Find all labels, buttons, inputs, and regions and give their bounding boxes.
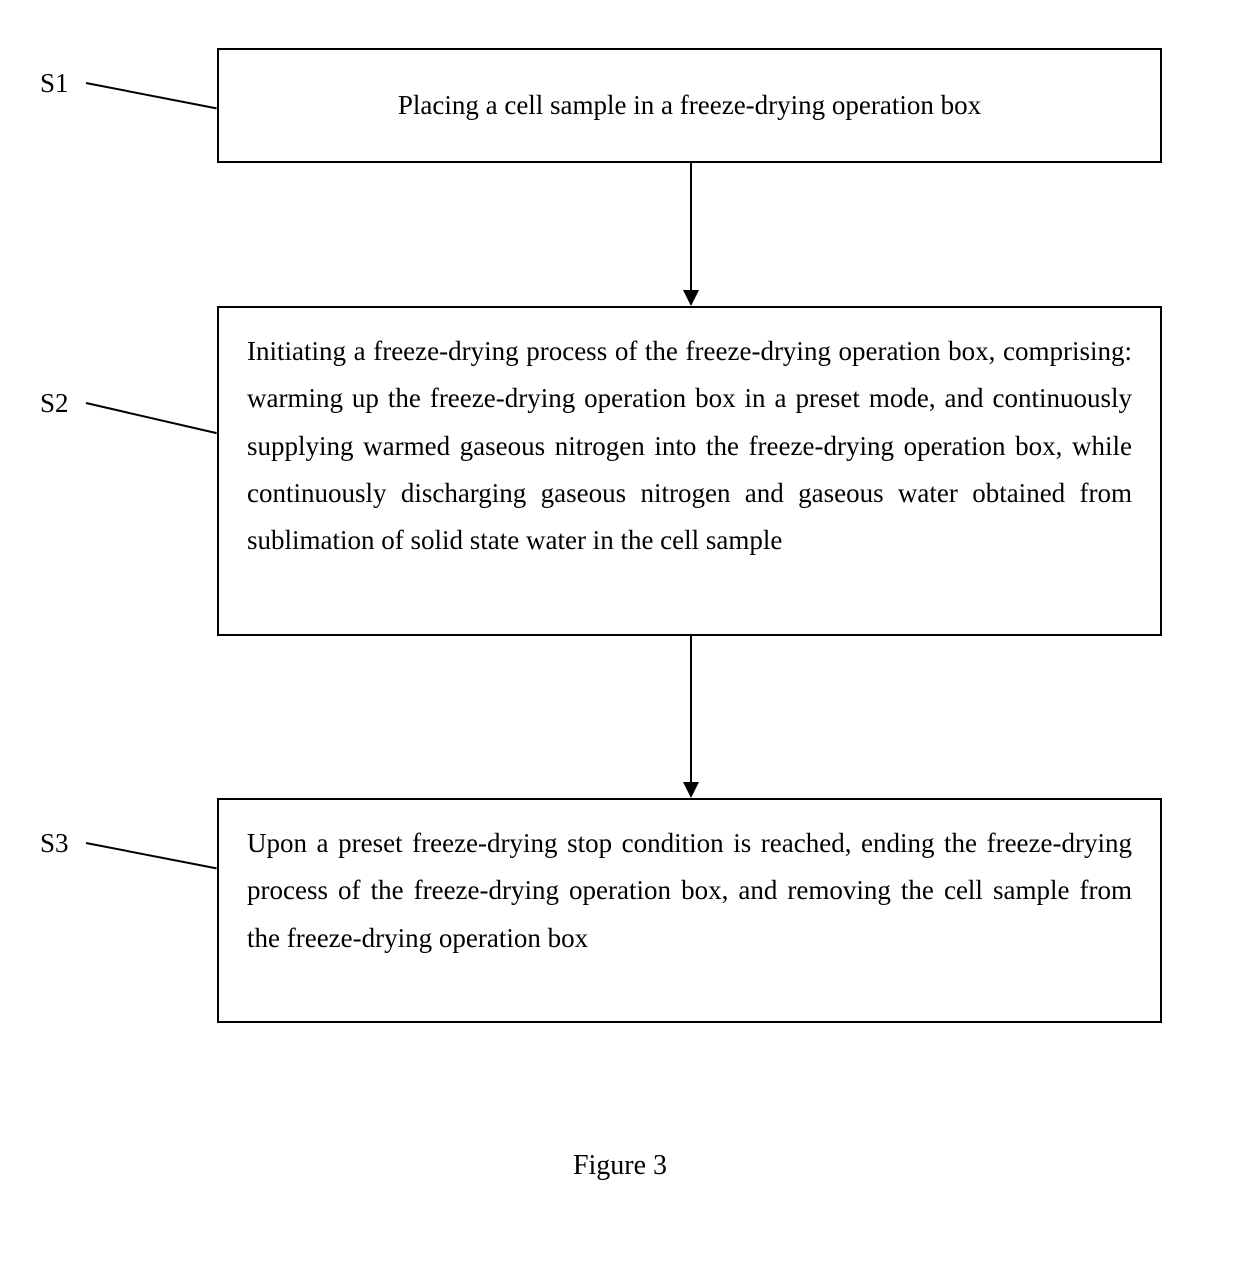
leader-line-s3 [86,842,217,869]
step-label-s1: S1 [40,68,69,99]
step-label-s3: S3 [40,828,69,859]
step-label-s2: S2 [40,388,69,419]
step-text-s2: Initiating a freeze-drying process of th… [247,336,1132,555]
edge-s2-s3-arrow [683,782,699,798]
step-text-s3: Upon a preset freeze-drying stop conditi… [247,828,1132,953]
step-box-s1: Placing a cell sample in a freeze-drying… [217,48,1162,163]
edge-s1-s2-arrow [683,290,699,306]
flowchart-container: S1 Placing a cell sample in a freeze-dry… [0,0,1240,1265]
figure-caption: Figure 3 [0,1150,1240,1182]
leader-line-s2 [86,402,217,434]
step-box-s2: Initiating a freeze-drying process of th… [217,306,1162,636]
step-box-s3: Upon a preset freeze-drying stop conditi… [217,798,1162,1023]
edge-s1-s2-line [690,163,692,290]
edge-s2-s3-line [690,636,692,782]
leader-line-s1 [86,82,217,109]
step-text-s1: Placing a cell sample in a freeze-drying… [398,82,981,129]
